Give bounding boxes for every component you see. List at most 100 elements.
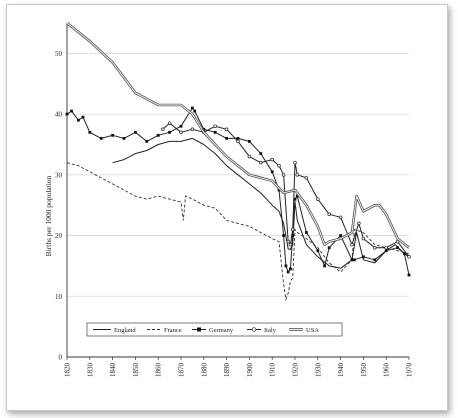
x-tick-label: 1900 (246, 363, 254, 378)
y-tick-label: 40 (55, 111, 63, 119)
x-tick-label: 1830 (86, 363, 94, 378)
data-point (295, 173, 300, 177)
data-point (286, 239, 290, 244)
data-point (362, 255, 365, 259)
data-point (248, 140, 251, 143)
series-lines (65, 21, 411, 302)
data-point (295, 194, 299, 198)
data-point (293, 160, 297, 165)
data-point (270, 157, 274, 162)
x-tick-label: 1910 (269, 363, 277, 378)
legend: England France Germany Italy USA (86, 322, 343, 337)
legend-label: France (164, 327, 182, 334)
data-point (290, 227, 295, 232)
x-tick-label: 1880 (200, 363, 208, 378)
data-point (350, 258, 354, 262)
data-point (357, 221, 361, 226)
data-point (373, 245, 377, 250)
data-point (288, 242, 293, 247)
data-point (305, 231, 308, 234)
x-tick-label: 1890 (223, 363, 231, 378)
line-chart: 0 10 20 30 40 50 1820 1830 1840 1850 1860 1870 1880… (44, 21, 414, 377)
series-france (66, 162, 410, 302)
series-germany (65, 106, 411, 277)
data-point (293, 197, 297, 201)
data-point (327, 212, 331, 217)
series-usa (66, 21, 410, 249)
axes (66, 23, 409, 358)
data-point (284, 264, 288, 268)
data-point (281, 173, 286, 177)
x-tick-label: 1820 (64, 363, 72, 378)
y-tick-label: 10 (55, 293, 63, 301)
legend-item-usa: USA (289, 327, 319, 334)
data-point (259, 160, 263, 165)
data-point (289, 267, 292, 271)
data-point (236, 136, 240, 140)
y-tick-label: 20 (55, 232, 63, 240)
data-point (361, 236, 366, 241)
series-line (66, 107, 410, 276)
data-point (396, 246, 399, 250)
x-tick-label: 1940 (337, 363, 345, 378)
data-point (338, 215, 343, 220)
data-point (179, 124, 183, 128)
data-point (316, 197, 320, 201)
data-point (277, 163, 281, 168)
data-point (403, 252, 406, 256)
data-point (384, 249, 388, 253)
data-point (65, 112, 69, 116)
data-point (161, 127, 165, 132)
x-tick-label: 1970 (406, 363, 414, 378)
x-tick-label: 1840 (109, 363, 117, 378)
data-point (99, 136, 103, 140)
data-point (282, 234, 285, 237)
y-tick-label: 0 (59, 354, 63, 362)
y-axis-label: Births per 1000 population (44, 175, 53, 256)
data-point (316, 249, 320, 253)
data-point (111, 133, 114, 137)
data-point (193, 109, 197, 113)
legend-label: USA (306, 327, 319, 334)
series-line-inner (66, 22, 410, 249)
data-point (259, 152, 263, 155)
series-england (112, 137, 410, 269)
series-line (112, 137, 410, 269)
x-axis-ticks: 1820 1830 1840 1850 1860 1870 1880 1890 1900 1910… (64, 357, 414, 377)
series-line (66, 162, 410, 302)
x-tick-label: 1930 (314, 363, 322, 378)
data-point (323, 264, 327, 268)
data-point (70, 109, 73, 113)
data-point (191, 106, 194, 110)
data-point (190, 127, 195, 132)
data-point (213, 130, 217, 134)
data-point (247, 154, 252, 159)
legend-label: Germany (209, 327, 234, 334)
x-tick-label: 1960 (383, 363, 391, 378)
legend-item-italy: Italy (247, 327, 277, 334)
data-point (168, 130, 171, 134)
x-tick-label: 1950 (360, 363, 368, 378)
chart-frame: 0 10 20 30 40 50 1820 1830 1840 1850 1860 1870 1880… (6, 4, 448, 411)
data-point (339, 234, 342, 237)
legend-marker (251, 327, 257, 332)
legend-item-germany: Germany (192, 327, 234, 334)
data-point (224, 127, 229, 132)
data-point (407, 255, 411, 259)
data-point (384, 245, 388, 250)
data-point (304, 176, 309, 180)
x-tick-label: 1870 (178, 363, 186, 378)
data-point (145, 140, 149, 143)
legend-label: England (114, 327, 136, 334)
data-point (270, 170, 274, 174)
series-line (66, 21, 410, 249)
x-tick-label: 1920 (292, 363, 300, 378)
data-point (236, 139, 240, 144)
data-point (291, 234, 295, 237)
data-point (407, 273, 411, 277)
data-point (156, 133, 160, 137)
x-tick-label: 1850 (132, 363, 140, 378)
legend-label: Italy (264, 327, 277, 334)
data-point (213, 124, 217, 128)
data-point (225, 136, 228, 140)
